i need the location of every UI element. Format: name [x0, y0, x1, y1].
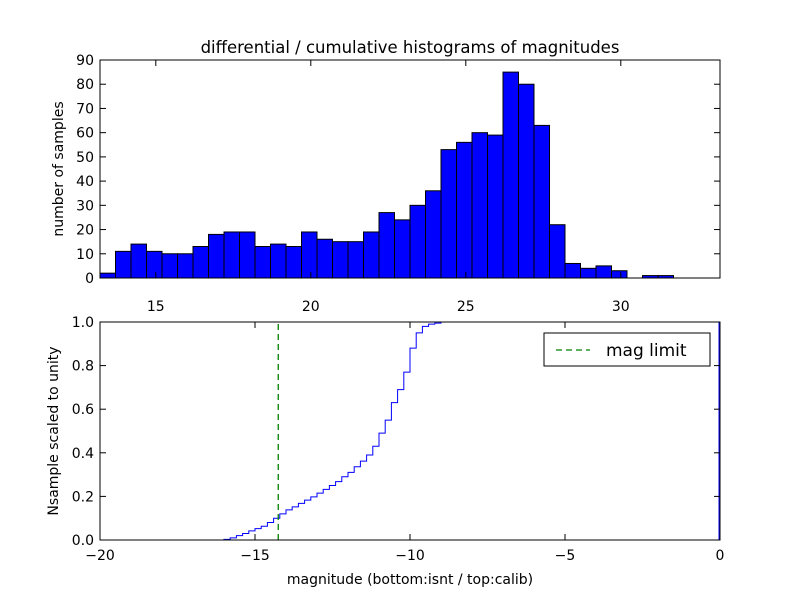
top-histogram-bars — [99, 71, 674, 279]
top-plot-frame — [99, 59, 721, 279]
histogram-bar — [580, 267, 597, 279]
histogram-bar — [285, 246, 302, 279]
histogram-bar — [425, 190, 442, 279]
y-tick-label: 40 — [76, 174, 94, 190]
legend: mag limit — [543, 332, 711, 367]
histogram-bar — [533, 124, 550, 279]
x-tick-label: −5 — [555, 548, 576, 564]
histogram-bar — [177, 253, 194, 279]
histogram-bar — [208, 233, 225, 279]
histogram-bar — [564, 262, 581, 279]
histogram-bar — [549, 224, 566, 279]
histogram-bar — [99, 272, 116, 279]
histogram-bar — [161, 253, 178, 279]
histogram-bar — [301, 231, 318, 279]
y-tick-label: 90 — [76, 53, 94, 69]
y-tick-label: 70 — [76, 101, 94, 117]
top-y-axis-label: number of samples — [51, 101, 67, 236]
histogram-bar — [192, 246, 209, 279]
y-tick-label: 30 — [76, 198, 94, 214]
y-tick-label: 0.6 — [72, 402, 94, 418]
histogram-bar — [239, 231, 256, 279]
top-axis-ticks: 0 10 20 30 40 50 60 70 80 90 15 20 25 30 — [76, 53, 720, 315]
y-tick-label: 50 — [76, 150, 94, 166]
histogram-bar — [115, 250, 132, 279]
y-tick-label: 60 — [76, 126, 94, 142]
y-tick-label: 1.0 — [72, 315, 94, 331]
x-tick-label: −20 — [85, 548, 115, 564]
histogram-bar — [394, 219, 411, 279]
x-tick-label: −10 — [395, 548, 425, 564]
x-tick-label: 25 — [457, 299, 475, 315]
histogram-bar — [471, 132, 488, 279]
bottom-x-axis-label: magnitude (bottom:isnt / top:calib) — [287, 572, 533, 588]
histogram-bar — [254, 246, 271, 279]
y-tick-label: 80 — [76, 77, 94, 93]
y-tick-label: 0.0 — [72, 533, 94, 549]
histogram-bar — [440, 149, 457, 279]
histogram-bar — [409, 204, 426, 279]
histogram-bar — [223, 231, 240, 279]
histogram-bar — [611, 270, 628, 279]
histogram-bar — [518, 83, 535, 279]
y-tick-label: 0.4 — [72, 446, 94, 462]
y-tick-label: 0.8 — [72, 359, 94, 375]
histogram-bar — [316, 238, 333, 279]
x-tick-label: −15 — [240, 548, 270, 564]
top-chart-title: differential / cumulative histograms of … — [201, 38, 620, 57]
cumulative-step-line — [100, 321, 720, 541]
y-tick-label: 0.2 — [72, 489, 94, 505]
histogram-bar — [595, 265, 612, 279]
legend-label: mag limit — [606, 341, 687, 361]
histogram-bar — [332, 241, 349, 279]
histogram-bar — [487, 134, 504, 279]
histogram-bar — [502, 71, 519, 279]
y-tick-label: 0 — [85, 271, 94, 287]
x-tick-label: 30 — [612, 299, 630, 315]
histogram-bar — [347, 241, 364, 279]
histogram-bar — [270, 243, 287, 279]
bottom-plot-lines — [100, 321, 720, 541]
y-tick-label: 20 — [76, 223, 94, 239]
histogram-bar — [378, 212, 395, 279]
histogram-bar — [363, 231, 380, 279]
histogram-bar — [130, 243, 147, 279]
x-tick-label: 15 — [147, 299, 165, 315]
histogram-bar — [146, 250, 163, 279]
x-tick-label: 20 — [302, 299, 320, 315]
histogram-bar — [456, 141, 473, 279]
bottom-y-axis-label: Nsample scaled to unity — [46, 346, 62, 515]
bottom-axis-ticks: 0.0 0.2 0.4 0.6 0.8 1.0 −20 −15 −10 −5 0 — [72, 315, 725, 564]
y-tick-label: 10 — [76, 247, 94, 263]
x-tick-label: 0 — [716, 548, 725, 564]
